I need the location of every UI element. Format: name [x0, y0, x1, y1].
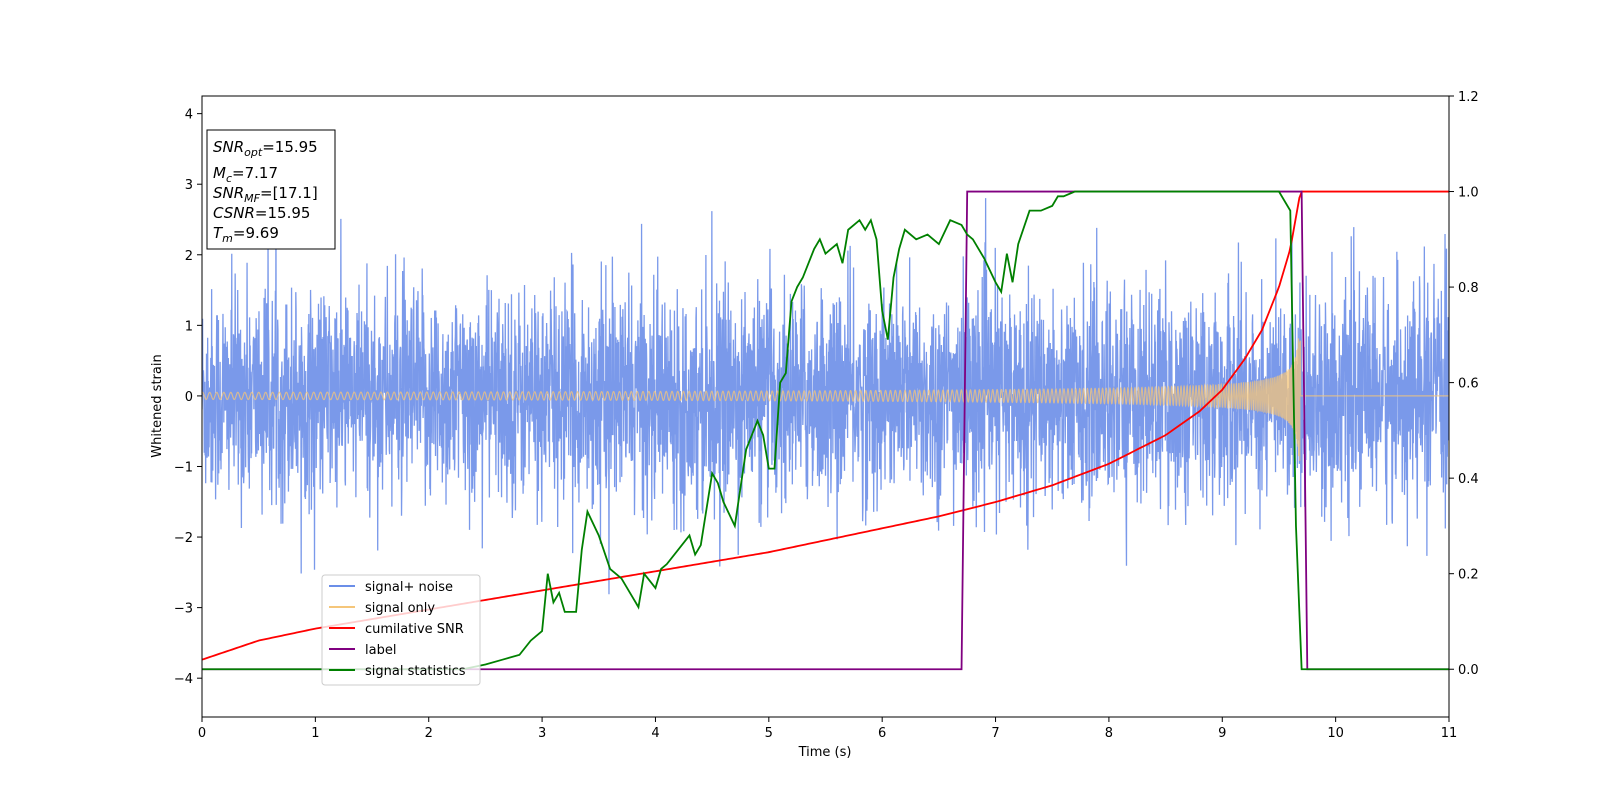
legend-label: signal+ noise	[365, 580, 453, 595]
plot-frame	[201, 95, 1450, 718]
legend-label: signal statistics	[365, 664, 466, 679]
x-tick-label: 9	[1218, 726, 1226, 741]
legend-label: cumilative SNR	[365, 622, 464, 637]
x-tick-label: 8	[1105, 726, 1113, 741]
legend-frame	[321, 574, 481, 686]
x-tick-label: 6	[878, 726, 886, 741]
y-tick-label: 2	[185, 249, 193, 264]
x-tick-label: 7	[991, 726, 999, 741]
series-signal-statistics	[202, 190, 1449, 671]
x-tick-label: 0	[198, 726, 206, 741]
y-axis-left: 4 3 2 1 0 −1 −2 −3 −4	[174, 108, 202, 687]
x-axis-label: Time (s)	[798, 745, 852, 760]
x-tick-label: 4	[651, 726, 659, 741]
y2-tick-label: 0.2	[1458, 568, 1479, 583]
y-tick-label: −3	[174, 602, 193, 617]
series-signal-plus-noise	[202, 198, 1449, 595]
x-tick-label: 10	[1327, 726, 1344, 741]
y2-tick-label: 1.2	[1458, 90, 1479, 105]
x-tick-label: 2	[425, 726, 433, 741]
annotation-line: CSNR=15.95	[213, 204, 310, 222]
y2-tick-label: 0.8	[1458, 281, 1479, 296]
x-tick-label: 3	[538, 726, 546, 741]
annotation-line: Tm=9.69	[213, 224, 279, 245]
y2-tick-label: 0.4	[1458, 472, 1479, 487]
y-axis-label: Whitened strain	[150, 354, 165, 457]
annotation-line: SNRopt=15.95	[213, 138, 318, 159]
annotation-box: SNRopt=15.95 Mc=7.17SNRMF=[17.1]CSNR=15.9…	[206, 129, 336, 250]
y-tick-label: −2	[174, 531, 193, 546]
x-axis: 0 1 2 3 4 5 6 7 8 9 10 11	[198, 717, 1457, 741]
legend-label: label	[365, 643, 396, 658]
x-tick-label: 5	[765, 726, 773, 741]
legend-label: signal only	[365, 601, 435, 616]
y2-tick-label: 1.0	[1458, 186, 1479, 201]
annotation-line: Mc=7.17	[213, 164, 278, 185]
y-tick-label: −4	[174, 672, 193, 687]
x-tick-label: 1	[311, 726, 319, 741]
y-tick-label: 1	[185, 319, 193, 334]
legend: signal+ noise signal only cumilative SNR la…	[321, 574, 481, 686]
y-axis-right: 1.2 1.0 0.8 0.6 0.4 0.2 0.0	[1449, 90, 1479, 678]
y2-tick-label: 0.0	[1458, 663, 1479, 678]
y-tick-label: 4	[185, 108, 193, 123]
y-tick-label: −1	[174, 460, 193, 475]
series-signal-only	[202, 338, 1449, 461]
y-tick-label: 0	[185, 390, 193, 405]
y-tick-label: 3	[185, 178, 193, 193]
y2-tick-label: 0.6	[1458, 377, 1479, 392]
x-tick-label: 11	[1441, 726, 1458, 741]
annotation-line: SNRMF=[17.1]	[213, 184, 318, 205]
